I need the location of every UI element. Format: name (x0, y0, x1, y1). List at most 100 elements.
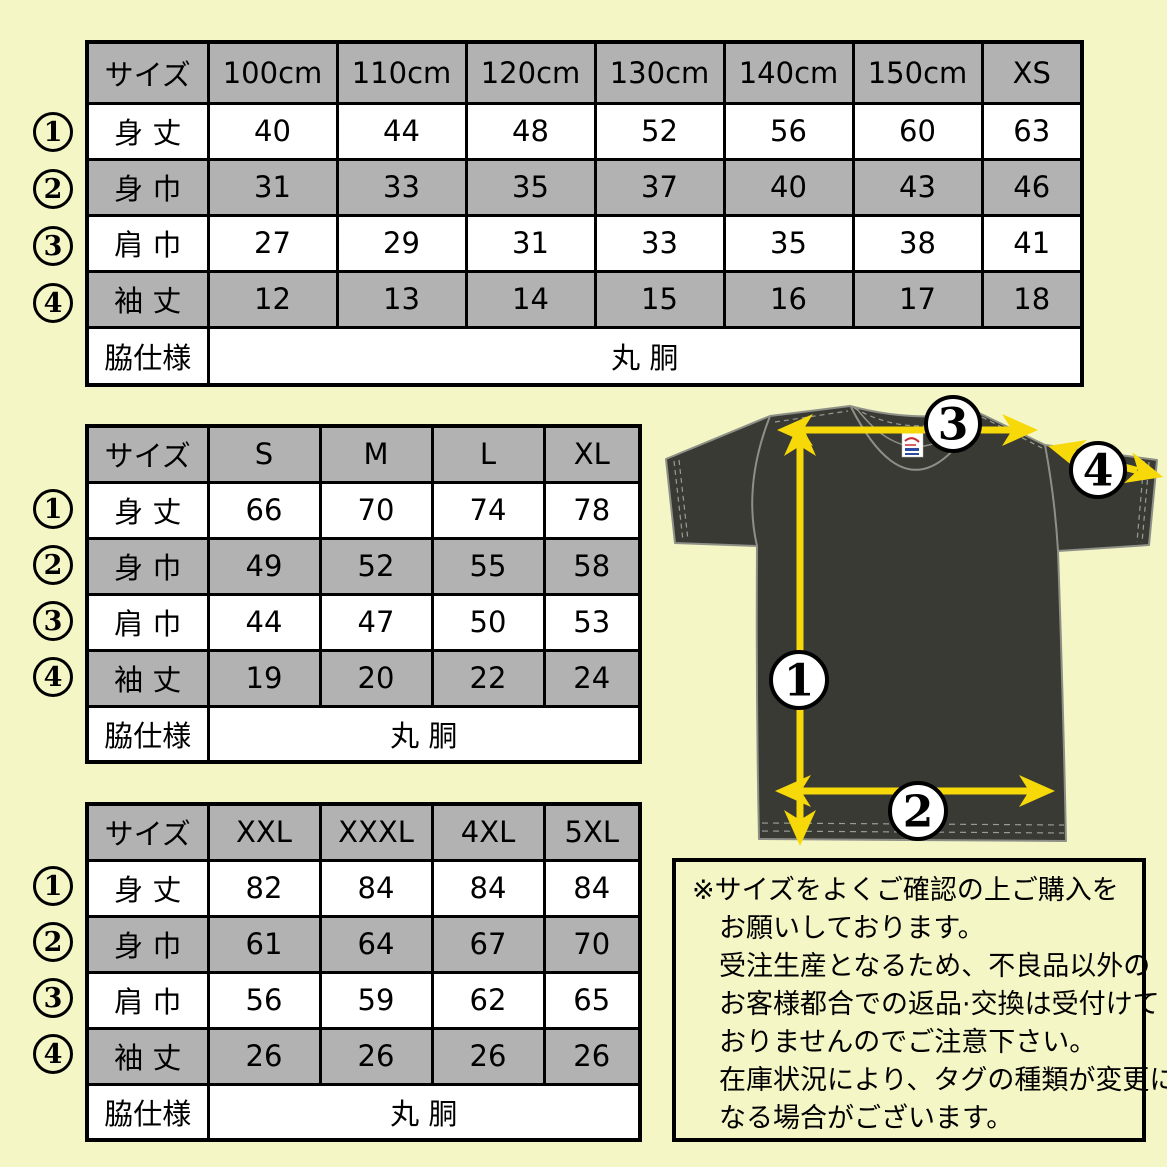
value-cell: 31 (464, 213, 597, 273)
value-cell: 63 (980, 101, 1084, 161)
measure-badge-1: 1 (33, 112, 73, 152)
value-cell: 65 (542, 970, 642, 1030)
header-cell: 4XL (430, 802, 546, 862)
value-cell: 15 (593, 269, 726, 329)
note-line: お客様都合での返品·交換は受付けて (719, 989, 1160, 1020)
value-cell: 56 (722, 101, 855, 161)
header-cell: 140cm (722, 40, 855, 105)
value-cell: 58 (542, 536, 642, 596)
value-cell: 40 (722, 157, 855, 217)
svg-text:3: 3 (938, 400, 969, 451)
value-cell: 40 (206, 101, 339, 161)
header-cell: 130cm (593, 40, 726, 105)
label-cell: 袖 丈 (85, 1026, 210, 1086)
table-footer-row: 脇仕様 丸 胴 (85, 325, 1084, 387)
value-cell: 26 (430, 1026, 546, 1086)
table-header-row: サイズ XXL XXXL 4XL 5XL (85, 802, 642, 862)
table-footer-row: 脇仕様 丸 胴 (85, 704, 642, 764)
header-cell: 100cm (206, 40, 339, 105)
diagram-badge-2: 2 (888, 781, 948, 841)
header-cell: XXL (206, 802, 322, 862)
header-cell-size: サイズ (85, 424, 210, 484)
value-cell-span: 丸 胴 (206, 325, 1084, 387)
size-table-s-xl: サイズ S M L XL 身 丈 66 70 74 78 身 巾 49 52 5… (85, 424, 642, 764)
header-cell-size: サイズ (85, 40, 210, 105)
value-cell: 16 (722, 269, 855, 329)
table-row: 身 巾 31 33 35 37 40 43 46 (85, 157, 1084, 217)
note-line: お願いしております。 (719, 913, 985, 944)
value-cell: 64 (318, 914, 434, 974)
value-cell: 44 (335, 101, 468, 161)
label-cell: 肩 巾 (85, 213, 210, 273)
diagram-badge-4: 4 (1069, 441, 1127, 499)
table-row: 袖 丈 12 13 14 15 16 17 18 (85, 269, 1084, 329)
value-cell: 24 (542, 648, 642, 708)
value-cell-span: 丸 胴 (206, 1082, 642, 1142)
value-cell: 70 (542, 914, 642, 974)
measure-badge-2: 2 (33, 545, 73, 585)
value-cell: 59 (318, 970, 434, 1030)
table-footer-row: 脇仕様 丸 胴 (85, 1082, 642, 1142)
measure-badge-3: 3 (33, 601, 73, 641)
measure-badge-3: 3 (33, 226, 73, 266)
measure-badge-2: 2 (33, 922, 73, 962)
header-cell: XL (542, 424, 642, 484)
value-cell: 37 (593, 157, 726, 217)
label-cell: 脇仕様 (85, 325, 210, 387)
label-cell: 脇仕様 (85, 704, 210, 764)
value-cell: 43 (851, 157, 984, 217)
measure-badge-2: 2 (33, 169, 73, 209)
value-cell: 13 (335, 269, 468, 329)
value-cell: 62 (430, 970, 546, 1030)
header-cell: 110cm (335, 40, 468, 105)
table-row: 身 丈 40 44 48 52 56 60 63 (85, 101, 1084, 161)
note-line: おりませんのでご注意下さい。 (719, 1027, 1097, 1058)
value-cell: 48 (464, 101, 597, 161)
table-row: 身 巾 61 64 67 70 (85, 914, 642, 974)
header-cell: XS (980, 40, 1084, 105)
value-cell: 18 (980, 269, 1084, 329)
value-cell: 22 (430, 648, 546, 708)
value-cell: 17 (851, 269, 984, 329)
value-cell: 44 (206, 592, 322, 652)
header-cell: M (318, 424, 434, 484)
label-cell: 肩 巾 (85, 970, 210, 1030)
label-cell: 身 丈 (85, 480, 210, 540)
table-row: 身 巾 49 52 55 58 (85, 536, 642, 596)
header-cell: 5XL (542, 802, 642, 862)
header-cell: 150cm (851, 40, 984, 105)
svg-text:2: 2 (903, 787, 934, 838)
label-cell: 身 巾 (85, 536, 210, 596)
value-cell: 60 (851, 101, 984, 161)
value-cell: 14 (464, 269, 597, 329)
value-cell: 46 (980, 157, 1084, 217)
value-cell: 38 (851, 213, 984, 273)
value-cell: 27 (206, 213, 339, 273)
measure-badge-4: 4 (33, 1034, 73, 1074)
value-cell: 47 (318, 592, 434, 652)
svg-text:1: 1 (784, 656, 815, 707)
value-cell: 12 (206, 269, 339, 329)
table-row: 肩 巾 27 29 31 33 35 38 41 (85, 213, 1084, 273)
diagram-badges: 3 4 1 2 (769, 395, 1127, 841)
value-cell: 50 (430, 592, 546, 652)
value-cell: 82 (206, 858, 322, 918)
table-row: 袖 丈 19 20 22 24 (85, 648, 642, 708)
body-length-arrow (784, 420, 816, 846)
value-cell: 19 (206, 648, 322, 708)
diagram-badge-3: 3 (924, 395, 982, 453)
value-cell: 35 (722, 213, 855, 273)
value-cell: 26 (318, 1026, 434, 1086)
value-cell: 66 (206, 480, 322, 540)
table-row: 身 丈 66 70 74 78 (85, 480, 642, 540)
brand-tag (901, 432, 924, 458)
measure-badge-4: 4 (33, 657, 73, 697)
label-cell: 身 丈 (85, 101, 210, 161)
note-line: 在庫状況により、タグの種類が変更に (719, 1065, 1167, 1096)
value-cell: 29 (335, 213, 468, 273)
table-row: 肩 巾 44 47 50 53 (85, 592, 642, 652)
table-header-row: サイズ S M L XL (85, 424, 642, 484)
value-cell: 70 (318, 480, 434, 540)
value-cell: 84 (542, 858, 642, 918)
value-cell: 20 (318, 648, 434, 708)
